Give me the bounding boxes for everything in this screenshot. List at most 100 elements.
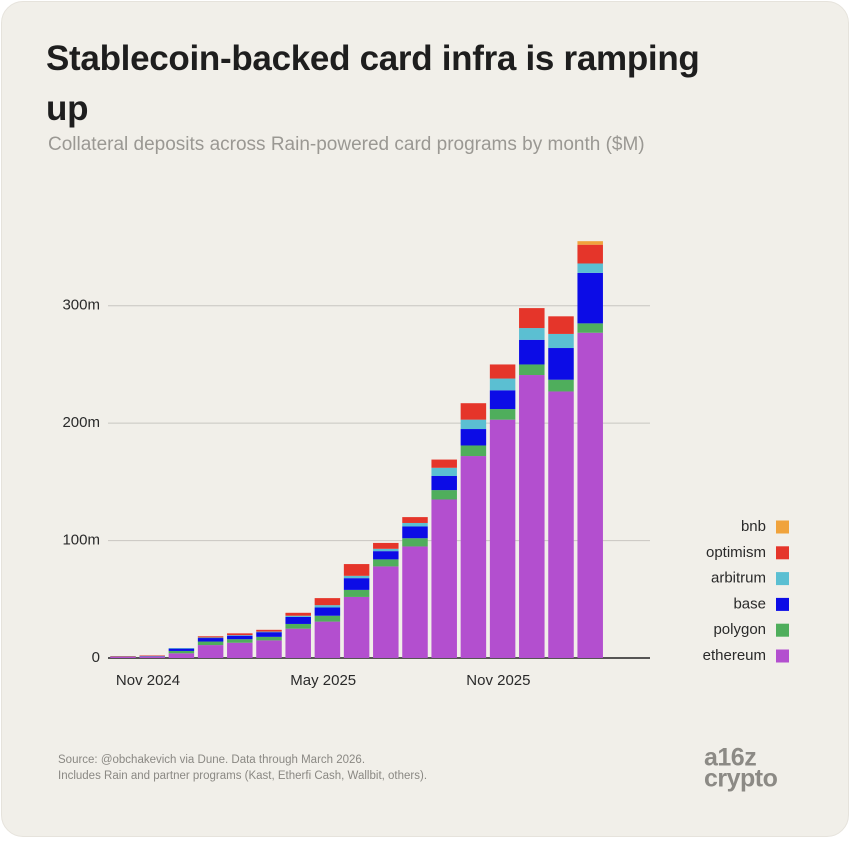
bar-segment — [577, 323, 603, 333]
bar-segment — [577, 241, 603, 245]
bar-segment — [519, 375, 545, 658]
bar-segment — [431, 467, 457, 477]
bar-segment — [548, 379, 574, 392]
bar-segment — [197, 641, 224, 646]
bar-segment — [548, 348, 574, 380]
bar-segment — [343, 575, 370, 579]
logo: crypto — [704, 765, 778, 793]
logo: a16z — [704, 744, 756, 772]
bar-segment — [402, 517, 428, 523]
bar-segment — [548, 333, 574, 349]
chart-subtitle: Collateral deposits across Rain-powered … — [48, 134, 645, 155]
bar-segment — [343, 564, 370, 576]
bar-segment — [314, 598, 341, 606]
chart-title: Stablecoin-backed card infra is ramping … — [46, 39, 700, 128]
bar-segment — [256, 631, 282, 633]
legend-swatch — [776, 520, 789, 534]
bar-segment — [373, 542, 399, 549]
bar-segment — [168, 650, 195, 654]
bar-segment — [256, 629, 282, 632]
bar-segment — [373, 548, 399, 552]
bar-segment — [431, 490, 457, 500]
legend-swatch — [776, 649, 789, 663]
bar-segment — [460, 419, 487, 430]
bar-segment — [519, 339, 545, 365]
bar-segment — [402, 538, 428, 547]
bar-segment — [431, 459, 457, 468]
bar-segment — [227, 642, 253, 658]
bar-segment — [314, 607, 341, 616]
bar-segment — [256, 636, 282, 641]
bar-segment — [110, 656, 136, 658]
y-tick-label: 0 — [92, 649, 100, 666]
bar-segment — [373, 551, 399, 560]
legend-label: ethereum — [703, 647, 766, 664]
bar-segment — [227, 633, 253, 636]
bar-segment — [314, 621, 341, 658]
bar-segment — [314, 615, 341, 622]
legend-swatch — [776, 597, 789, 611]
bar-segment — [489, 409, 516, 420]
bar-segment — [577, 263, 603, 273]
bar-segment — [577, 272, 603, 324]
bar-segment — [227, 635, 253, 640]
bar-segment — [548, 316, 574, 334]
bar-segment — [256, 632, 282, 637]
bar-segment — [402, 546, 428, 658]
legend-label: base — [733, 595, 766, 612]
legend-label: bnb — [741, 518, 766, 535]
legend-swatch — [776, 623, 789, 637]
legend-label: arbitrum — [711, 570, 766, 587]
bar-segment — [314, 605, 341, 608]
legend-label: polygon — [713, 621, 766, 638]
bar-segment — [168, 648, 195, 651]
x-tick-label: May 2025 — [290, 672, 356, 689]
bar-segment — [285, 623, 311, 629]
bar-segment — [168, 653, 195, 658]
bar-segment — [285, 612, 311, 616]
bar-segment — [343, 578, 370, 590]
bar-segment — [489, 419, 516, 658]
bar-segment — [285, 628, 311, 658]
bar-segment — [431, 476, 457, 491]
legend-swatch — [776, 546, 789, 560]
bar-segment — [197, 638, 224, 642]
bar-segment — [227, 635, 253, 636]
x-tick-label: Nov 2025 — [466, 672, 530, 689]
bar-segment — [577, 244, 603, 264]
bar-segment — [489, 390, 516, 410]
x-tick-label: Nov 2024 — [116, 672, 180, 689]
bar-segment — [373, 559, 399, 567]
y-tick-label: 300m — [62, 297, 100, 314]
bar-segment — [402, 526, 428, 539]
bar-segment — [489, 364, 516, 379]
bar-segment — [460, 456, 487, 658]
bar-segment — [197, 645, 224, 658]
bar-segment — [343, 596, 370, 658]
bar-segment — [548, 391, 574, 658]
bar-segment — [519, 364, 545, 376]
bar-segment — [343, 589, 370, 597]
y-tick-label: 200m — [62, 414, 100, 431]
bar-segment — [460, 429, 487, 446]
bar-segment — [489, 378, 516, 391]
source-note: Includes Rain and partner programs (Kast… — [58, 770, 427, 782]
bar-segment — [197, 637, 224, 639]
bar-segment — [197, 636, 224, 638]
bar-segment — [431, 499, 457, 658]
bar-segment — [139, 656, 165, 658]
bar-segment — [519, 308, 545, 329]
bar-segment — [227, 639, 253, 643]
bar-segment — [256, 640, 282, 658]
legend-label: optimism — [706, 544, 766, 561]
bar-segment — [285, 615, 311, 617]
bar-segment — [577, 332, 603, 658]
bar-segment — [402, 522, 428, 527]
source-note: Source: @obchakevich via Dune. Data thro… — [58, 754, 365, 766]
bar-segment — [460, 403, 487, 420]
bar-segment — [285, 616, 311, 624]
bar-segment — [168, 648, 195, 649]
